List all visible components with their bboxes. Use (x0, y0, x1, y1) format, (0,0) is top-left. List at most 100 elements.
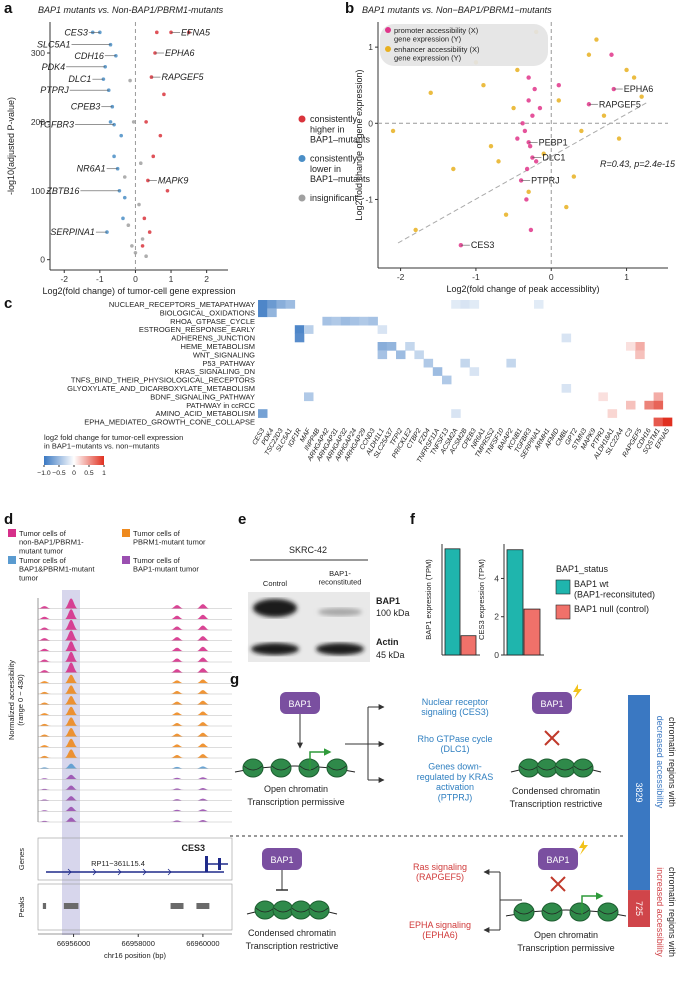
row-label: PATHWAY in ccRCC (186, 401, 255, 410)
panel-letter: f (410, 511, 416, 528)
point (158, 133, 163, 138)
point (586, 52, 592, 57)
point (390, 128, 396, 134)
point (142, 216, 147, 221)
heat-cell (386, 342, 397, 351)
point (530, 113, 535, 118)
transcription-effect: Transcription permissive (247, 797, 344, 807)
gene-name: RP11−361L15.4 (91, 859, 145, 868)
heat-cell (405, 342, 415, 351)
nucleosome (308, 900, 330, 920)
bar (444, 548, 461, 656)
heat-cell (662, 417, 673, 427)
legend-label: BAP1 wt (BAP1-reconsituted) (574, 579, 655, 599)
x-tick-label: 0 (133, 274, 138, 284)
point (624, 67, 629, 73)
dna-wrap (291, 907, 311, 913)
point (594, 37, 599, 42)
point (155, 30, 159, 35)
point (126, 223, 131, 228)
panel-letter: e (238, 511, 246, 528)
dna-wrap (519, 765, 539, 771)
point-label: RAPGEF5 (161, 72, 204, 82)
panel-letter: c (4, 295, 12, 312)
point-label: PEBP1 (539, 137, 568, 147)
heat-cell (414, 350, 424, 360)
dna-wrap (555, 765, 575, 771)
heat-cell (460, 358, 470, 368)
point (524, 166, 530, 172)
panel-letter: a (4, 0, 13, 17)
strand-chevron (117, 868, 122, 876)
heat-cell (451, 409, 461, 418)
dna-wrap (537, 765, 557, 771)
chart-title: BAP1 mutants vs. Non−BAP1/PBRM1−mutants (362, 5, 552, 15)
target-pathway: Rho GTPase cycle (DLC1) (417, 734, 492, 754)
highlight-region (62, 590, 80, 935)
text-line: reconstituted (319, 578, 362, 587)
x-tick-label: -2 (397, 272, 405, 282)
text-line: signaling (CES3) (421, 707, 489, 717)
text-line: Rho GTPase cycle (417, 734, 492, 744)
target-pathway: Genes down-regulated by KRAS activation (P… (417, 761, 494, 802)
heat-cell (423, 358, 434, 368)
heat-cell (653, 417, 664, 427)
nucleosome (572, 758, 594, 778)
point (541, 151, 546, 156)
y-tick-label: 1 (368, 42, 373, 52)
legend-swatch (555, 579, 571, 595)
text-line: lower in (310, 164, 341, 174)
point (601, 113, 607, 118)
heat-cell (451, 300, 461, 309)
row-label: RHOA_GTPASE_CYCLE (170, 317, 255, 326)
y-tick-label: 0 (368, 118, 373, 128)
legend-swatch (298, 155, 306, 162)
dna-wrap (243, 765, 263, 771)
inhibition-cross (544, 730, 560, 746)
legend-swatch (385, 46, 391, 52)
text-line: consistently (310, 114, 358, 124)
point-label: SERPINA1 (50, 227, 95, 237)
legend-swatch (8, 529, 16, 537)
text-line: promoter accessibility (X) (394, 26, 479, 35)
heat-cell (258, 308, 268, 318)
tss-arrow (581, 892, 604, 914)
point-label: SLC5A1 (37, 40, 71, 50)
point (122, 175, 127, 179)
text-line: tumor (19, 573, 39, 582)
point-label: TGFBR3 (39, 120, 75, 130)
point (496, 159, 501, 164)
point (527, 143, 533, 149)
text-line: (BAP1-reconsituted) (574, 589, 655, 599)
point (639, 94, 644, 99)
protein-label: BAP1 (540, 699, 563, 709)
dna-wrap (327, 765, 347, 771)
legend-label: consistently lower in BAP1–mutants (310, 154, 371, 185)
point-label: CES3 (471, 240, 495, 250)
nucleosome (242, 758, 264, 778)
heat-cell (304, 392, 314, 402)
point (488, 143, 494, 149)
y-axis-range: (range 0 − 430) (16, 674, 25, 726)
text-line: consistently (310, 154, 358, 164)
heat-cell (506, 358, 516, 368)
legend-swatch (385, 27, 391, 33)
heat-cell (267, 300, 277, 309)
x-tick-label: 1 (169, 274, 174, 284)
bar (460, 635, 477, 656)
panel-letter: g (230, 671, 239, 688)
row-label: P53_PATHWAY (202, 359, 255, 368)
text-line: Tumor cells of (19, 556, 67, 565)
panel-letter: b (345, 0, 354, 17)
row-label: EPHA_MEDIATED_GROWTH_CONE_COLLAPSE (84, 418, 255, 427)
point-label: ZBTB16 (45, 186, 79, 196)
legend-label: Tumor cells of BAP1&PBRM1-mutant tumor (19, 556, 95, 582)
point (131, 120, 136, 124)
chromatin-state: Open chromatin (534, 930, 598, 940)
legend-swatch (122, 529, 130, 537)
text-line: non-BAP1/PBRM1- (19, 538, 84, 547)
band-size: 45 kDa (376, 650, 405, 660)
point (533, 159, 539, 164)
